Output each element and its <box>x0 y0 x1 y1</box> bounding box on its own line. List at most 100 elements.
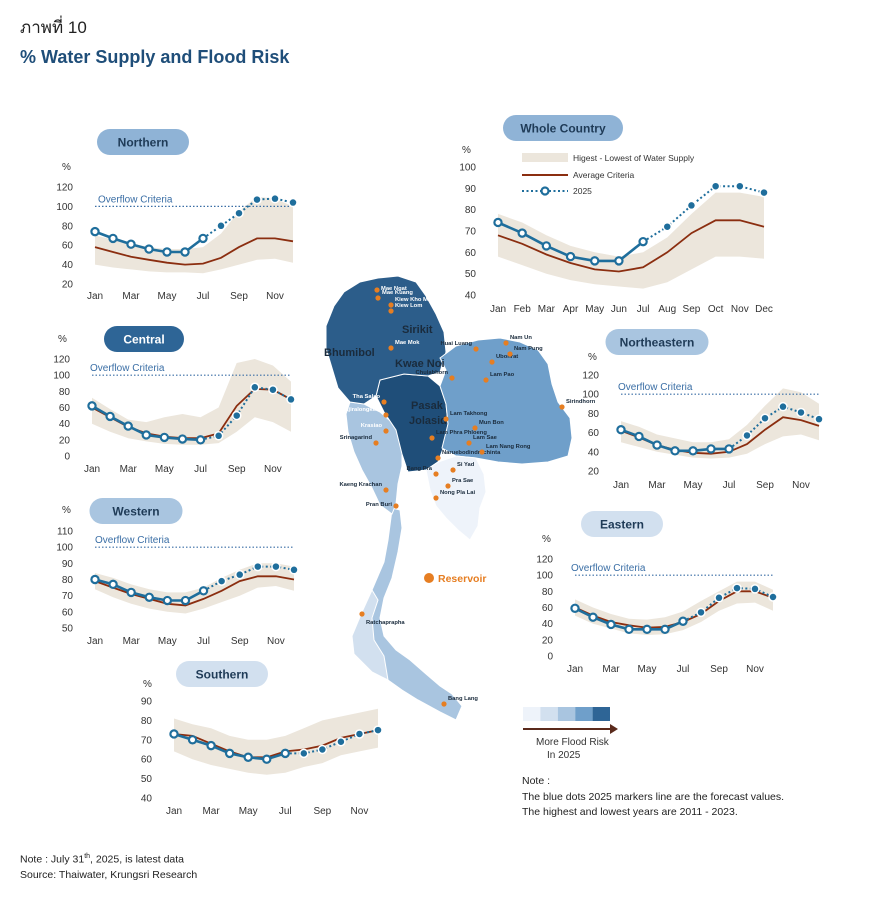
series-2025-point <box>234 569 245 580</box>
chart-northern: Northern% 20 40 60 80 100 120 Jan Mar May Jul Sep No… <box>56 129 298 302</box>
x-tick-label: Jan <box>87 291 103 302</box>
series-2025-point <box>714 593 724 603</box>
series-2025-point <box>317 744 328 755</box>
map-label-bhumibol: Bhumibol <box>324 347 375 359</box>
series-2025-point <box>616 425 626 435</box>
chart-whole-country: Whole Country% 40 50 60 70 80 90 100 Jan Feb Mar Ap… <box>459 115 773 315</box>
y-tick-label: 20 <box>588 467 600 478</box>
series-2025-point <box>250 382 260 393</box>
series-2025-point <box>614 256 624 266</box>
x-tick-label: Jul <box>723 480 736 491</box>
reservoir-label: Lam Sae <box>473 435 498 441</box>
x-tick-label: Jul <box>197 636 210 647</box>
series-2025-point <box>144 244 154 254</box>
reservoir-dot <box>388 302 394 308</box>
x-tick-label: Nov <box>267 636 285 647</box>
footer-note: Note : July 31th, 2025, is latest data <box>20 853 184 866</box>
y-tick-label: 60 <box>62 607 74 618</box>
y-tick-label: 90 <box>62 559 74 570</box>
y-tick-label: 120 <box>582 371 599 382</box>
x-tick-label: May <box>585 304 604 315</box>
overflow-criteria-label: Overflow Criteria <box>98 194 173 205</box>
legend-band-swatch <box>522 153 568 162</box>
series-2025-point <box>299 748 309 759</box>
reservoir-label: Pran Buri <box>366 502 392 508</box>
risk-scale-swatch <box>575 707 593 721</box>
series-2025-point <box>565 251 576 262</box>
map-region-southern-west <box>351 588 389 681</box>
reservoir-label: Sirindhorn <box>566 399 596 405</box>
reservoir-dot <box>473 346 479 352</box>
series-2025-forecast-line <box>203 565 295 592</box>
reservoir-dot <box>443 416 449 422</box>
series-2025-point <box>541 241 552 251</box>
series-2025-point <box>224 748 235 759</box>
y-tick-label: 0 <box>547 652 553 663</box>
series-2025-point <box>606 619 616 630</box>
series-2025-point <box>493 217 503 228</box>
reservoir-label: Lam Nang Rong <box>486 444 531 450</box>
series-2025-point <box>198 233 208 244</box>
x-tick-label: Jun <box>611 304 627 315</box>
whole-country-legend: Higest - Lowest of Water Supply Average … <box>522 153 695 196</box>
reservoir-dot <box>441 701 447 707</box>
reservoir-label: Tha Salao <box>353 394 381 400</box>
legend-forecast-marker <box>540 186 550 196</box>
x-tick-label: Jan <box>490 304 506 315</box>
series-2025-point <box>180 247 190 257</box>
map-label-sirikit: Sirikit <box>402 324 433 336</box>
chart-title: Northeastern <box>620 336 695 350</box>
x-tick-label: Jul <box>194 464 207 475</box>
series-2025-point <box>162 247 172 257</box>
series-2025-point <box>670 446 680 456</box>
reservoir-label: Mun Bon <box>479 420 504 426</box>
reservoir-label: Vajiralongkorn <box>342 407 383 413</box>
overflow-criteria-label: Overflow Criteria <box>618 382 693 393</box>
reservoir-label: Nong Pla Lai <box>440 490 475 496</box>
x-tick-label: Apr <box>563 304 579 315</box>
y-tick-label: 20 <box>62 280 74 291</box>
series-2025-point <box>517 228 527 238</box>
reservoir-dot <box>507 351 513 357</box>
series-band-high-low <box>621 388 819 459</box>
series-2025-point <box>169 729 179 739</box>
y-unit-label: % <box>143 679 152 690</box>
y-tick-label: 50 <box>141 774 153 785</box>
chart-central: Central% 0 20 40 60 80 100 120 Jan Mar May Jul Sep No… <box>53 326 296 475</box>
reservoir-label: Krasiao <box>361 423 383 429</box>
chart-title-pill <box>503 115 623 141</box>
y-tick-label: 0 <box>64 452 70 463</box>
reservoir-dot <box>450 467 456 473</box>
reservoir-legend-dot <box>424 573 434 583</box>
chart-title: Whole Country <box>520 122 606 136</box>
y-tick-label: 120 <box>53 355 70 366</box>
x-tick-label: Nov <box>746 664 764 675</box>
reservoir-label: Mae Ngat <box>381 286 407 292</box>
reservoir-dot <box>489 359 495 365</box>
x-tick-label: Jul <box>677 664 690 675</box>
reservoir-label: Lam Takhong <box>450 411 488 417</box>
chart-title: Central <box>123 333 164 347</box>
legend-forecast-label: 2025 <box>573 186 592 196</box>
y-tick-label: 100 <box>459 163 476 174</box>
y-unit-label: % <box>588 352 597 363</box>
footer-source: Source: Thaiwater, Krungsri Research <box>20 869 198 881</box>
chart-title-pill <box>97 129 189 155</box>
reservoir-dot <box>466 440 472 446</box>
x-tick-label: May <box>158 636 177 647</box>
y-tick-label: 60 <box>588 428 600 439</box>
series-2025-point <box>108 579 118 590</box>
reservoir-label: Lam Pao <box>490 372 515 378</box>
x-tick-label: Mar <box>202 806 220 817</box>
footer-note-sup: th <box>84 853 91 860</box>
series-2025-point <box>706 444 716 454</box>
map-region-eastern <box>425 455 487 541</box>
map-label-pasak: Pasak <box>411 400 444 412</box>
reservoir-label: Lam Phra Phloeng <box>436 430 487 436</box>
series-2025-point <box>141 430 151 440</box>
y-tick-label: 80 <box>141 716 153 727</box>
y-tick-label: 20 <box>59 435 71 446</box>
reservoir-dot <box>373 440 379 446</box>
y-tick-label: 60 <box>62 241 74 252</box>
chart-title-pill <box>605 329 709 355</box>
